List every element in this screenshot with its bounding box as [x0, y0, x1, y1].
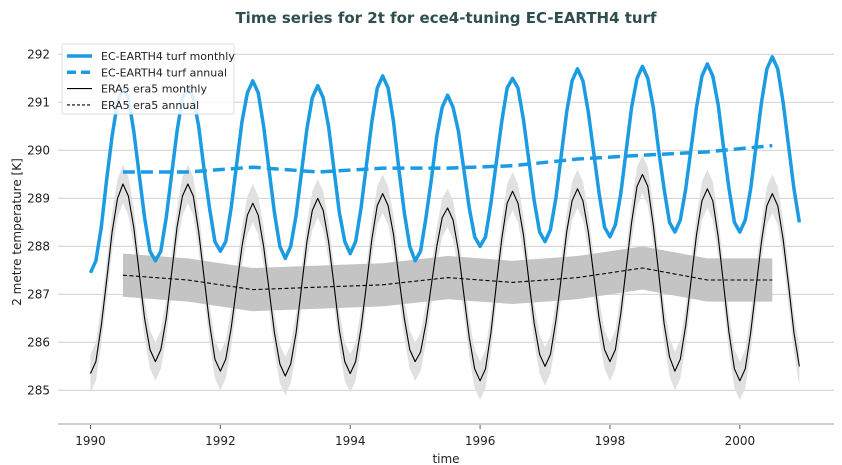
legend-box: [61, 43, 235, 115]
x-tick-label: 1992: [205, 434, 236, 448]
y-tick-label: 286: [27, 335, 50, 349]
y-tick-label: 288: [27, 239, 50, 253]
y-tick-label: 290: [27, 143, 50, 157]
band-3: [122, 246, 773, 312]
y-tick-label: 291: [27, 95, 50, 109]
x-tick-label: 1990: [75, 434, 106, 448]
x-axis-ticks: 1990 1992 1994 1996 1998 2000: [75, 424, 755, 448]
y-axis-ticks: 285 286 287 288 289 290 291 292: [27, 47, 50, 397]
y-tick-label: 287: [27, 287, 50, 301]
uncertainty-bands: [90, 155, 800, 400]
series-lines: [88, 55, 802, 382]
x-tick-label: 1996: [465, 434, 496, 448]
series-line-1: [122, 143, 773, 174]
x-tick-label: 1998: [595, 434, 626, 448]
y-tick-label: 289: [27, 191, 50, 205]
legend-entry: EC-EARTH4 turf monthly: [101, 50, 235, 63]
y-axis-label: 2 metre temperature [K]: [10, 158, 24, 306]
series-line-0: [88, 55, 802, 274]
series-line-2: [89, 173, 800, 382]
y-tick-label: 285: [27, 383, 50, 397]
x-tick-label: 1994: [335, 434, 366, 448]
series-line-3: [122, 267, 773, 291]
y-tick-label: 292: [27, 47, 50, 61]
x-axis-label: time: [432, 452, 459, 465]
chart-title: Time series for 2t for ece4-tuning EC-EA…: [235, 9, 657, 27]
legend-entry: EC-EARTH4 turf annual: [101, 66, 227, 79]
legend: EC-EARTH4 turf monthly EC-EARTH4 turf ann…: [61, 43, 235, 115]
legend-entry: ERA5 era5 annual: [101, 99, 199, 112]
legend-entry: ERA5 era5 monthly: [101, 83, 207, 96]
x-tick-label: 2000: [725, 434, 756, 448]
